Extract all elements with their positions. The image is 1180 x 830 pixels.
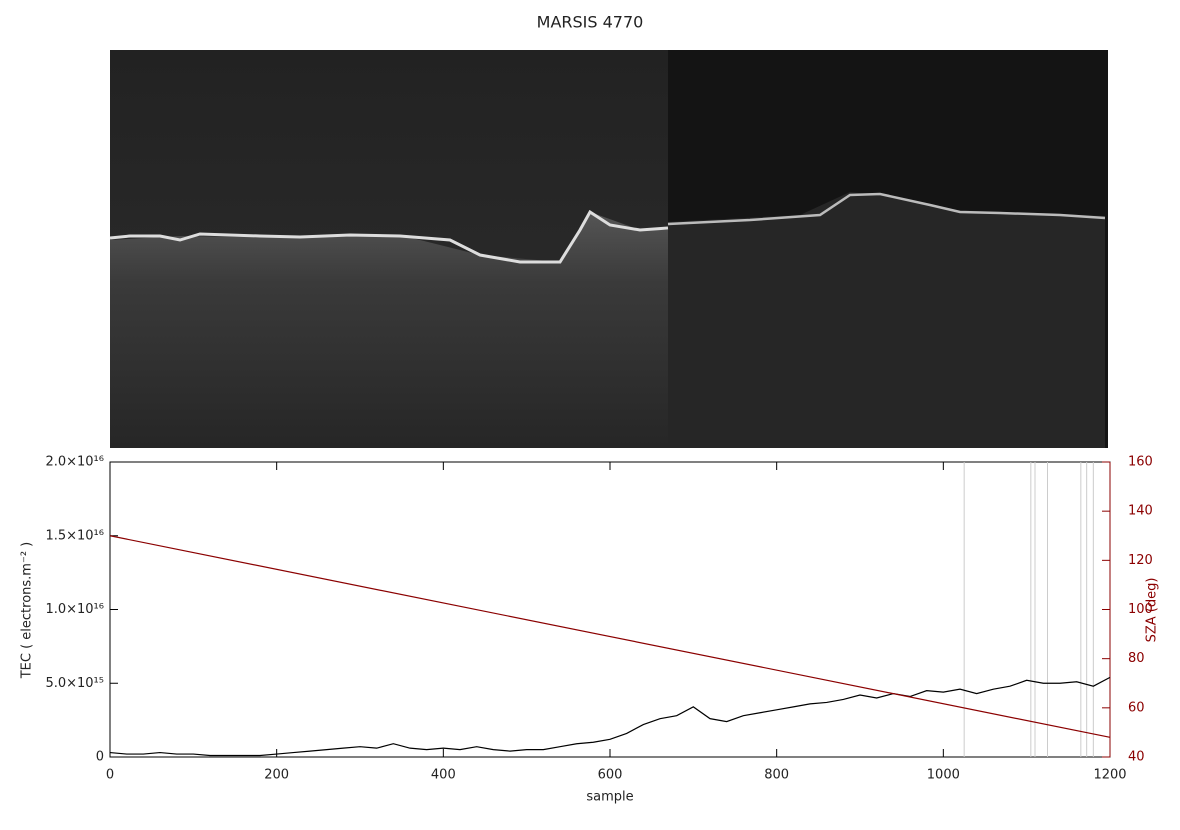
x-axis-label: sample	[586, 790, 633, 805]
y2-tick-label: 120	[1128, 553, 1153, 568]
x-tick-label: 0	[106, 768, 114, 783]
y-tick-label: 0	[96, 750, 104, 765]
radargram	[109, 50, 1108, 448]
x-tick-label: 400	[431, 768, 456, 783]
y-tick-label: 1.0×10¹⁶	[45, 602, 104, 617]
y-tick-label: 1.5×10¹⁶	[45, 528, 104, 543]
x-tick-label: 600	[598, 768, 623, 783]
x-tick-label: 200	[264, 768, 289, 783]
y-axis-label: TEC ( electrons.m⁻² )	[20, 542, 35, 680]
x-tick-label: 1000	[927, 768, 960, 783]
chart-title: MARSIS 4770	[537, 13, 644, 32]
y2-tick-label: 160	[1128, 455, 1153, 470]
y2-tick-label: 80	[1128, 651, 1145, 666]
y2-tick-label: 100	[1128, 602, 1153, 617]
y2-tick-label: 60	[1128, 700, 1145, 715]
series-line	[109, 535, 1111, 738]
y-tick-label: 2.0×10¹⁶	[45, 455, 104, 470]
x-tick-label: 1200	[1093, 768, 1126, 783]
series-line	[109, 676, 1111, 757]
y2-axis-label: SZA (deg)	[1145, 578, 1160, 643]
y2-tick-label: 40	[1128, 750, 1145, 765]
y-tick-label: 5.0×10¹⁵	[45, 676, 104, 691]
plot-frame	[109, 461, 1111, 758]
y2-tick-label: 140	[1128, 504, 1153, 519]
x-tick-label: 800	[764, 768, 789, 783]
